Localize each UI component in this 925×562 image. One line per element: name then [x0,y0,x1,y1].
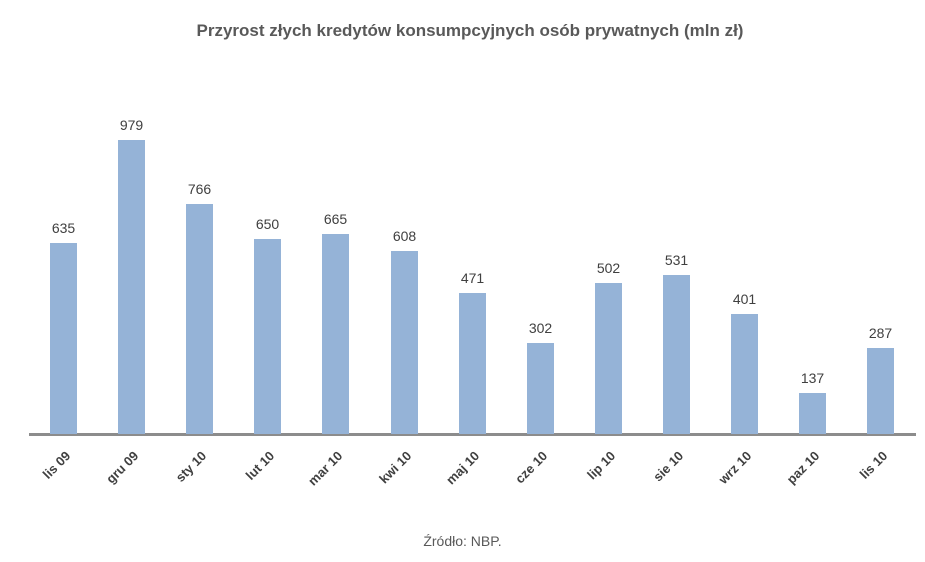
bar [118,140,145,434]
bar [527,343,554,434]
bar [595,283,622,434]
x-tick-label: sie 10 [649,448,686,485]
x-tick-label: paz 10 [783,448,822,487]
x-tick-label: kwi 10 [375,448,414,487]
bar [186,204,213,434]
bar [663,275,690,434]
data-label: 502 [596,260,621,276]
data-label: 401 [732,291,757,307]
bar [459,293,486,434]
data-label: 531 [664,252,689,268]
x-tick-label: lis 10 [856,448,890,482]
data-label: 650 [255,216,280,232]
x-tick-label: cze 10 [511,448,550,487]
x-axis-line [29,433,916,436]
bar [391,251,418,434]
x-tick-label: mar 10 [304,448,345,489]
x-tick-label: gru 09 [102,448,141,487]
data-label: 665 [323,211,348,227]
data-label: 979 [119,117,144,133]
bar [731,314,758,434]
data-label: 635 [51,220,76,236]
data-label: 471 [460,270,485,286]
x-tick-label: wrz 10 [715,448,754,487]
bar [254,239,281,434]
data-label: 287 [868,325,893,341]
chart-title: Przyrost złych kredytów konsumpcyjnych o… [196,21,744,40]
data-label: 608 [392,228,417,244]
bar [799,393,826,434]
bar [322,234,349,434]
data-label: 137 [800,370,825,386]
x-tick-label: sty 10 [172,448,209,485]
data-label: 302 [528,320,553,336]
data-label: 766 [187,181,212,197]
x-tick-label: lut 10 [242,448,277,483]
source-note: Źródło: NBP. [423,533,502,549]
bar [50,243,77,434]
x-tick-label: maj 10 [442,448,482,488]
bar [867,348,894,434]
x-tick-label: lip 10 [583,448,618,483]
x-tick-label: lis 09 [39,448,73,482]
